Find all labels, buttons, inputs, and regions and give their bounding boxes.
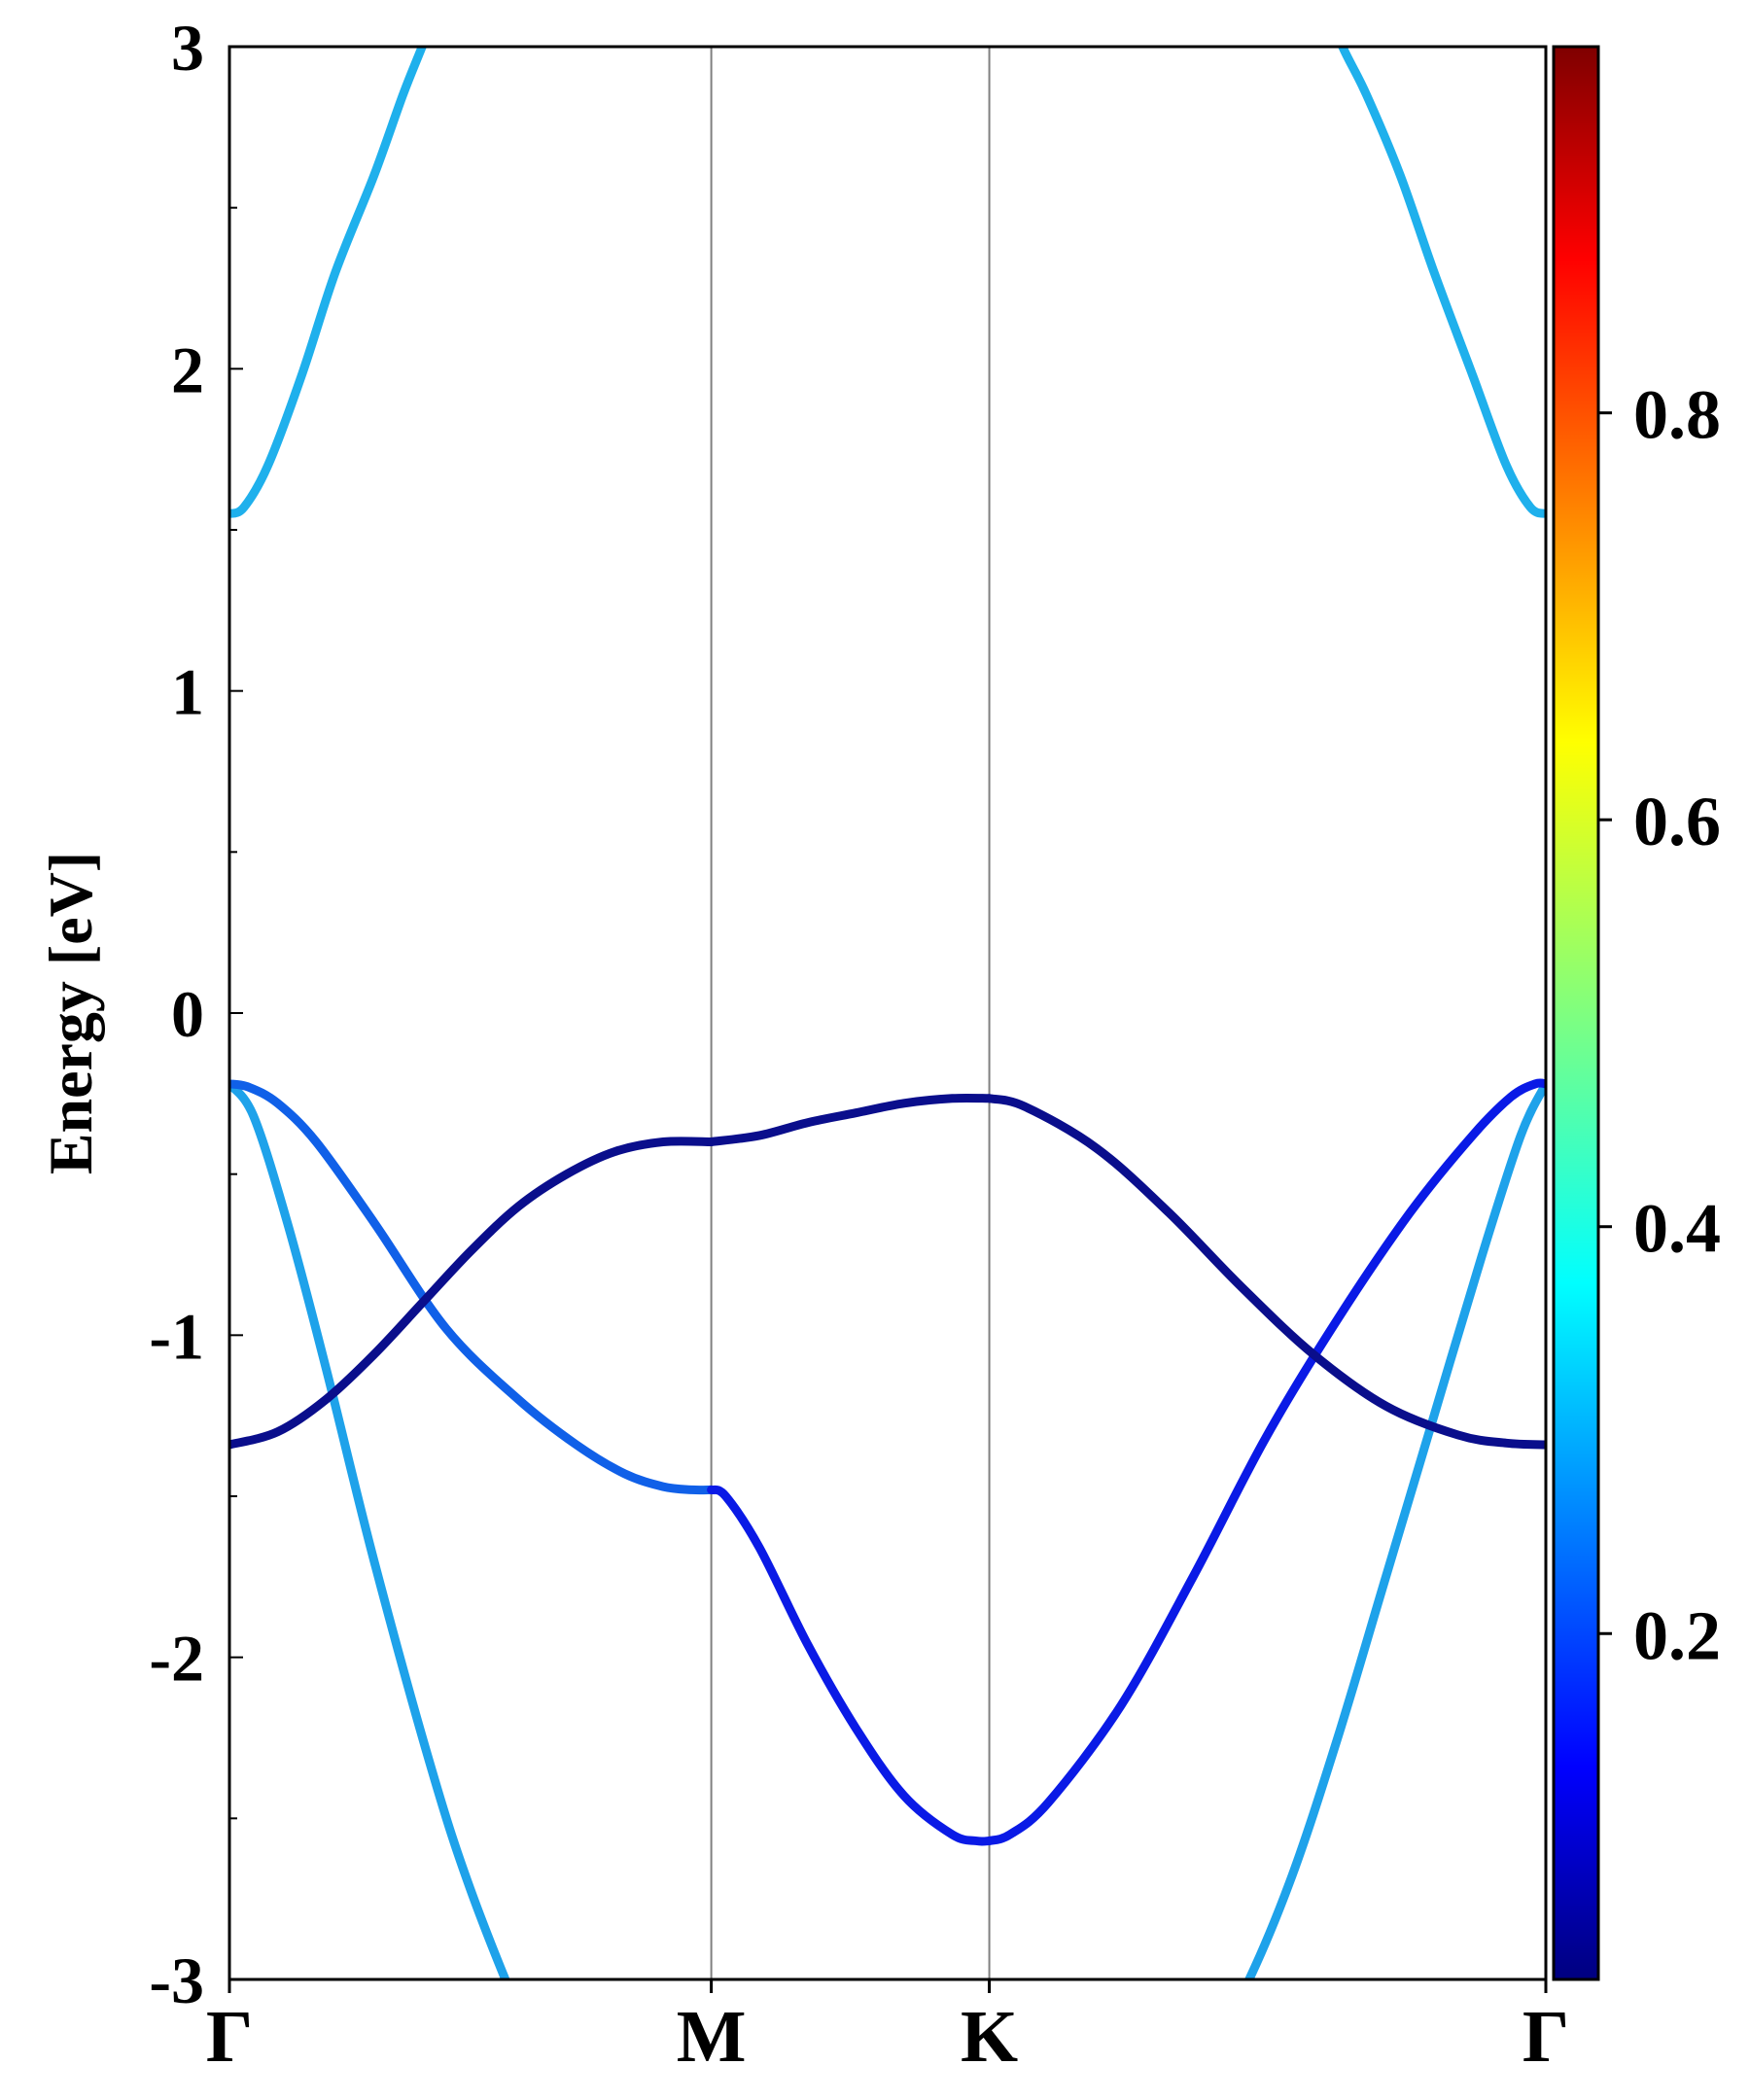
- band-segment-2: [229, 1079, 717, 1495]
- y-tick-label: 3: [171, 11, 204, 85]
- colorbar-tick-label: 0.2: [1633, 1596, 1721, 1674]
- band-segment-7: [985, 1094, 1546, 1450]
- y-tick-label: 1: [171, 655, 204, 729]
- y-axis-label: Energy [eV]: [36, 852, 105, 1174]
- colorbar-tick-label: 0.6: [1633, 783, 1721, 860]
- high-symmetry-lines: [710, 47, 991, 1979]
- y-tick-label: 0: [171, 977, 204, 1051]
- y-tick-label: 2: [171, 332, 204, 406]
- x-tick-label: M: [677, 1996, 747, 2078]
- colorbar: 0.2 0.4 0.6 0.8: [1552, 45, 1721, 1981]
- y-tick-label: -3: [149, 1943, 204, 2017]
- band-segment-5: [229, 1137, 717, 1450]
- band-segment-3: [707, 1485, 995, 1846]
- x-tick-label: K: [961, 1996, 1018, 2078]
- y-axis: -3 -2 -1 0 1 2 3: [149, 11, 243, 2017]
- colorbar-tick-label: 0.4: [1633, 1190, 1721, 1268]
- x-tick-label: Γ: [206, 1996, 253, 2078]
- y-tick-label: -1: [149, 1299, 204, 1373]
- x-tick-label: Γ: [1522, 1996, 1569, 2078]
- y-tick-label: -2: [149, 1622, 204, 1696]
- band-segment-1: [1243, 1079, 1546, 1979]
- band-segment-0: [229, 1079, 510, 1979]
- band-segment-4: [985, 1078, 1546, 1845]
- colorbar-tick-label: 0.8: [1633, 376, 1721, 454]
- bands: [229, 47, 1546, 1979]
- band-segment-9: [1337, 47, 1546, 518]
- band-segment-8: [229, 47, 428, 518]
- band-segment-6: [707, 1093, 995, 1146]
- colorbar-gradient: [1552, 45, 1600, 1981]
